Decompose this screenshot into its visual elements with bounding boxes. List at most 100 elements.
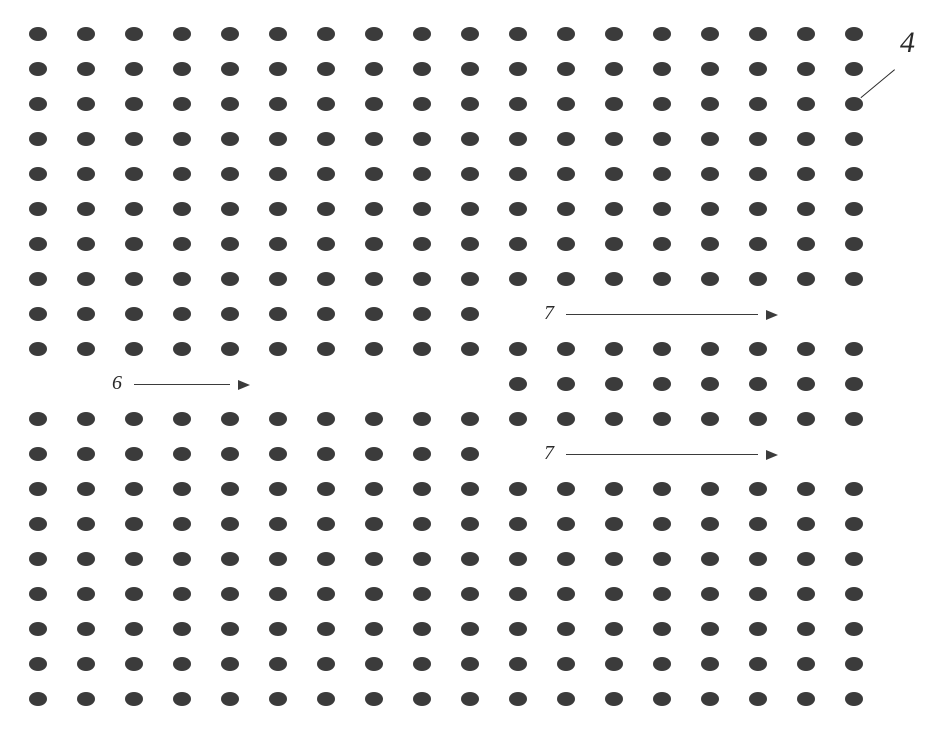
lattice-dot — [605, 132, 623, 146]
lattice-dot — [557, 272, 575, 286]
arrow-6-label: 6 — [112, 372, 122, 395]
lattice-dot — [461, 62, 479, 76]
lattice-dot — [413, 552, 431, 566]
lattice-dot — [317, 62, 335, 76]
lattice-dot — [77, 237, 95, 251]
lattice-dot — [221, 167, 239, 181]
lattice-dot — [173, 657, 191, 671]
lattice-dot — [749, 202, 767, 216]
lattice-dot — [461, 307, 479, 321]
lattice-dot — [557, 27, 575, 41]
lattice-dot — [605, 202, 623, 216]
arrow-7-lower-label: 7 — [544, 442, 554, 465]
lattice-dot — [77, 692, 95, 706]
lattice-dot — [125, 517, 143, 531]
lattice-dot — [29, 517, 47, 531]
lattice-dot — [797, 412, 815, 426]
lattice-dot — [125, 587, 143, 601]
lattice-dot — [701, 412, 719, 426]
lattice-dot — [77, 62, 95, 76]
lattice-dot — [797, 517, 815, 531]
lattice-dot — [701, 517, 719, 531]
lattice-dot — [365, 132, 383, 146]
lattice-dot — [365, 307, 383, 321]
lattice-dot — [653, 342, 671, 356]
lattice-dot — [365, 552, 383, 566]
lattice-dot — [365, 517, 383, 531]
lattice-dot — [221, 97, 239, 111]
lattice-dot — [509, 692, 527, 706]
lattice-dot — [845, 27, 863, 41]
callout-4-label: 4 — [900, 26, 915, 60]
lattice-dot — [221, 412, 239, 426]
lattice-dot — [221, 622, 239, 636]
lattice-dot — [269, 272, 287, 286]
lattice-dot — [557, 412, 575, 426]
lattice-dot — [269, 447, 287, 461]
lattice-dot — [29, 272, 47, 286]
lattice-dot — [125, 62, 143, 76]
lattice-dot — [461, 167, 479, 181]
lattice-dot — [701, 272, 719, 286]
lattice-dot — [125, 202, 143, 216]
lattice-dot — [653, 587, 671, 601]
lattice-dot — [125, 412, 143, 426]
lattice-dot — [173, 167, 191, 181]
lattice-dot — [317, 517, 335, 531]
lattice-dot — [269, 412, 287, 426]
lattice-dot — [413, 272, 431, 286]
lattice-dot — [557, 342, 575, 356]
lattice-dot — [173, 62, 191, 76]
lattice-dot — [749, 692, 767, 706]
lattice-dot — [461, 97, 479, 111]
lattice-dot — [221, 62, 239, 76]
lattice-dot — [509, 237, 527, 251]
lattice-dot — [173, 587, 191, 601]
arrow-7-lower-shaft — [566, 454, 758, 455]
lattice-dot — [413, 482, 431, 496]
lattice-dot — [317, 587, 335, 601]
lattice-dot — [77, 657, 95, 671]
lattice-dot — [125, 307, 143, 321]
lattice-dot — [269, 517, 287, 531]
lattice-dot — [605, 167, 623, 181]
lattice-dot — [125, 97, 143, 111]
lattice-dot — [125, 482, 143, 496]
lattice-dot — [413, 412, 431, 426]
lattice-dot — [317, 447, 335, 461]
lattice-dot — [701, 27, 719, 41]
lattice-dot — [797, 97, 815, 111]
lattice-dot — [461, 517, 479, 531]
lattice-dot — [461, 692, 479, 706]
lattice-dot — [125, 237, 143, 251]
lattice-dot — [29, 482, 47, 496]
lattice-dot — [77, 447, 95, 461]
lattice-dot — [845, 412, 863, 426]
lattice-dot — [317, 307, 335, 321]
lattice-dot — [77, 517, 95, 531]
lattice-dot — [317, 27, 335, 41]
lattice-dot — [845, 517, 863, 531]
lattice-dot — [557, 62, 575, 76]
lattice-dot — [173, 517, 191, 531]
lattice-dot — [365, 447, 383, 461]
lattice-dot — [653, 482, 671, 496]
arrow-7-lower-head — [766, 450, 778, 460]
lattice-dot — [653, 237, 671, 251]
lattice-dot — [749, 97, 767, 111]
arrow-7-upper-shaft — [566, 314, 758, 315]
lattice-dot — [701, 97, 719, 111]
lattice-dot — [605, 62, 623, 76]
lattice-dot — [797, 692, 815, 706]
lattice-dot — [365, 27, 383, 41]
lattice-dot — [125, 132, 143, 146]
lattice-dot — [749, 587, 767, 601]
lattice-dot — [605, 517, 623, 531]
lattice-dot — [125, 447, 143, 461]
lattice-dot — [509, 167, 527, 181]
lattice-dot — [749, 377, 767, 391]
lattice-dot — [605, 482, 623, 496]
lattice-dot — [173, 237, 191, 251]
lattice-dot — [173, 202, 191, 216]
lattice-dot — [29, 447, 47, 461]
